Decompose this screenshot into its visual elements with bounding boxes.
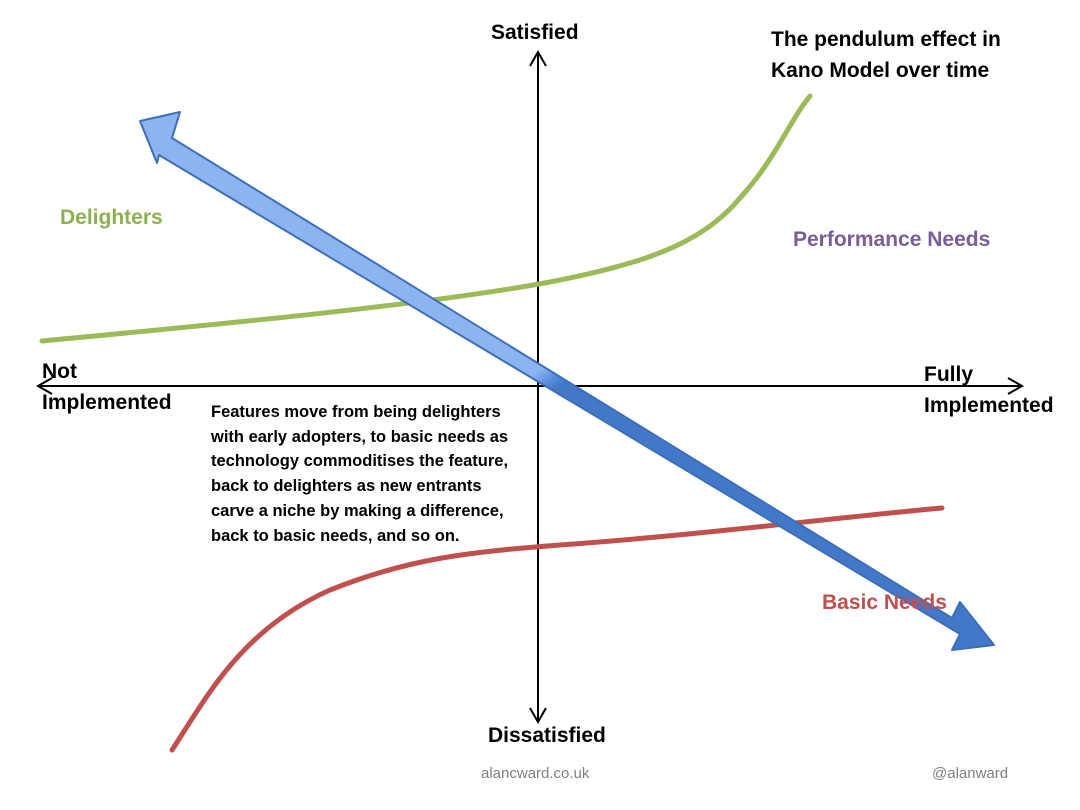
axis-label-fully-implemented-line-1: Fully [924, 363, 974, 386]
footer-handle: @alanward [932, 765, 1009, 782]
pendulum-arrow [139, 111, 995, 651]
description-text: Features move from being delighters with… [211, 403, 509, 545]
axis-label-not-implemented-line-2: Implemented [42, 391, 172, 414]
axis-label-satisfied: Satisfied [491, 21, 579, 44]
horizontal-axis [35, 377, 1025, 395]
diagram-title-line-1: The pendulum effect in [771, 28, 1001, 51]
basic-needs-curve [169, 505, 945, 753]
axis-label-not-implemented-line-1: Not [42, 360, 77, 383]
axis-label-dissatisfied: Dissatisfied [488, 724, 606, 747]
vertical-axis [529, 49, 547, 725]
diagram-title-line-2: Kano Model over time [771, 59, 990, 82]
axis-bottom-arrowhead [529, 707, 547, 725]
basic-needs-label: Basic Needs [822, 591, 947, 614]
footer-site: alancward.co.uk [481, 765, 590, 782]
axis-right-arrowhead [1007, 377, 1025, 395]
delighters-curve [39, 93, 813, 344]
axis-top-arrowhead [529, 49, 547, 67]
performance-needs-label: Performance Needs [793, 228, 991, 251]
delighters-label: Delighters [60, 206, 163, 229]
axis-left-arrowhead [35, 377, 53, 395]
axis-label-fully-implemented-line-2: Implemented [924, 394, 1054, 417]
